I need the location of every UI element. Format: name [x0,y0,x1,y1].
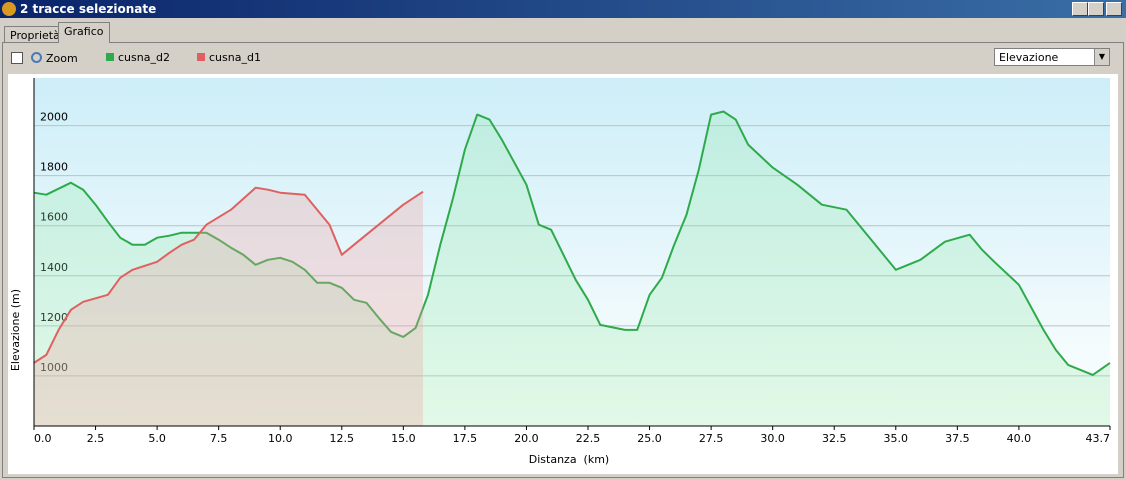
dropdown[interactable]: Elevazione ▼ [994,48,1110,66]
legend-item: cusna_d1 [197,52,261,64]
x-tick-label: 22.5 [576,432,601,445]
y-tick-label: 1600 [40,211,68,224]
x-tick-label: 12.5 [330,432,355,445]
x-tick-label: 25.0 [637,432,662,445]
y-tick-label: 2000 [40,111,68,124]
x-tick-label: 40.0 [1007,432,1032,445]
maximize-button[interactable] [1088,2,1104,16]
zoom-label[interactable]: Zoom [46,52,78,65]
x-tick-label: 2.5 [87,432,105,445]
tab[interactable]: Proprietà [4,26,66,42]
legend-label: cusna_d2 [118,51,170,64]
x-tick-label: 35.0 [884,432,909,445]
x-tick-label: 10.0 [268,432,293,445]
x-tick-label: 37.5 [945,432,970,445]
dropdown-arrow[interactable]: ▼ [1094,49,1109,65]
close-button[interactable] [1106,2,1122,16]
checkbox[interactable] [11,52,23,64]
x-tick-label: 43.7 [1086,432,1111,445]
x-tick-label: 0.0 [34,432,52,445]
y-tick-label: 1200 [40,311,68,324]
y-tick-label: 1800 [40,161,68,174]
x-tick-label: 20.0 [514,432,539,445]
legend-item: cusna_d2 [106,52,170,64]
x-tick-label: 30.0 [760,432,785,445]
series-line [33,110,1111,376]
zoom-icon [31,52,42,63]
series-area [34,187,423,426]
legend-label: cusna_d1 [209,51,261,64]
app-icon [2,2,16,16]
x-axis-label: Distanza (km) [529,453,609,466]
y-tick-label: 1400 [40,261,68,274]
x-tick-label: 15.0 [391,432,416,445]
title-bar: 2 tracce selezionate [0,0,1126,18]
y-tick-label: 1000 [40,361,68,374]
legend-swatch [106,53,114,61]
x-tick-label: 32.5 [822,432,847,445]
x-tick-label: 27.5 [699,432,724,445]
dropdown-value: Elevazione [999,51,1059,64]
legend-swatch [197,53,205,61]
minimize-button[interactable] [1072,2,1088,16]
x-tick-label: 7.5 [210,432,228,445]
series-area [34,111,1110,426]
window-title: 2 tracce selezionate [20,2,157,16]
tab-active[interactable]: Grafico [58,22,110,43]
chart: Elevazione (m) Distanza (km) 1000 1200 140… [8,74,1118,474]
y-axis-label: Elevazione (m) [9,289,22,371]
series-line [33,186,424,364]
x-tick-label: 5.0 [148,432,166,445]
x-tick-label: 17.5 [453,432,478,445]
